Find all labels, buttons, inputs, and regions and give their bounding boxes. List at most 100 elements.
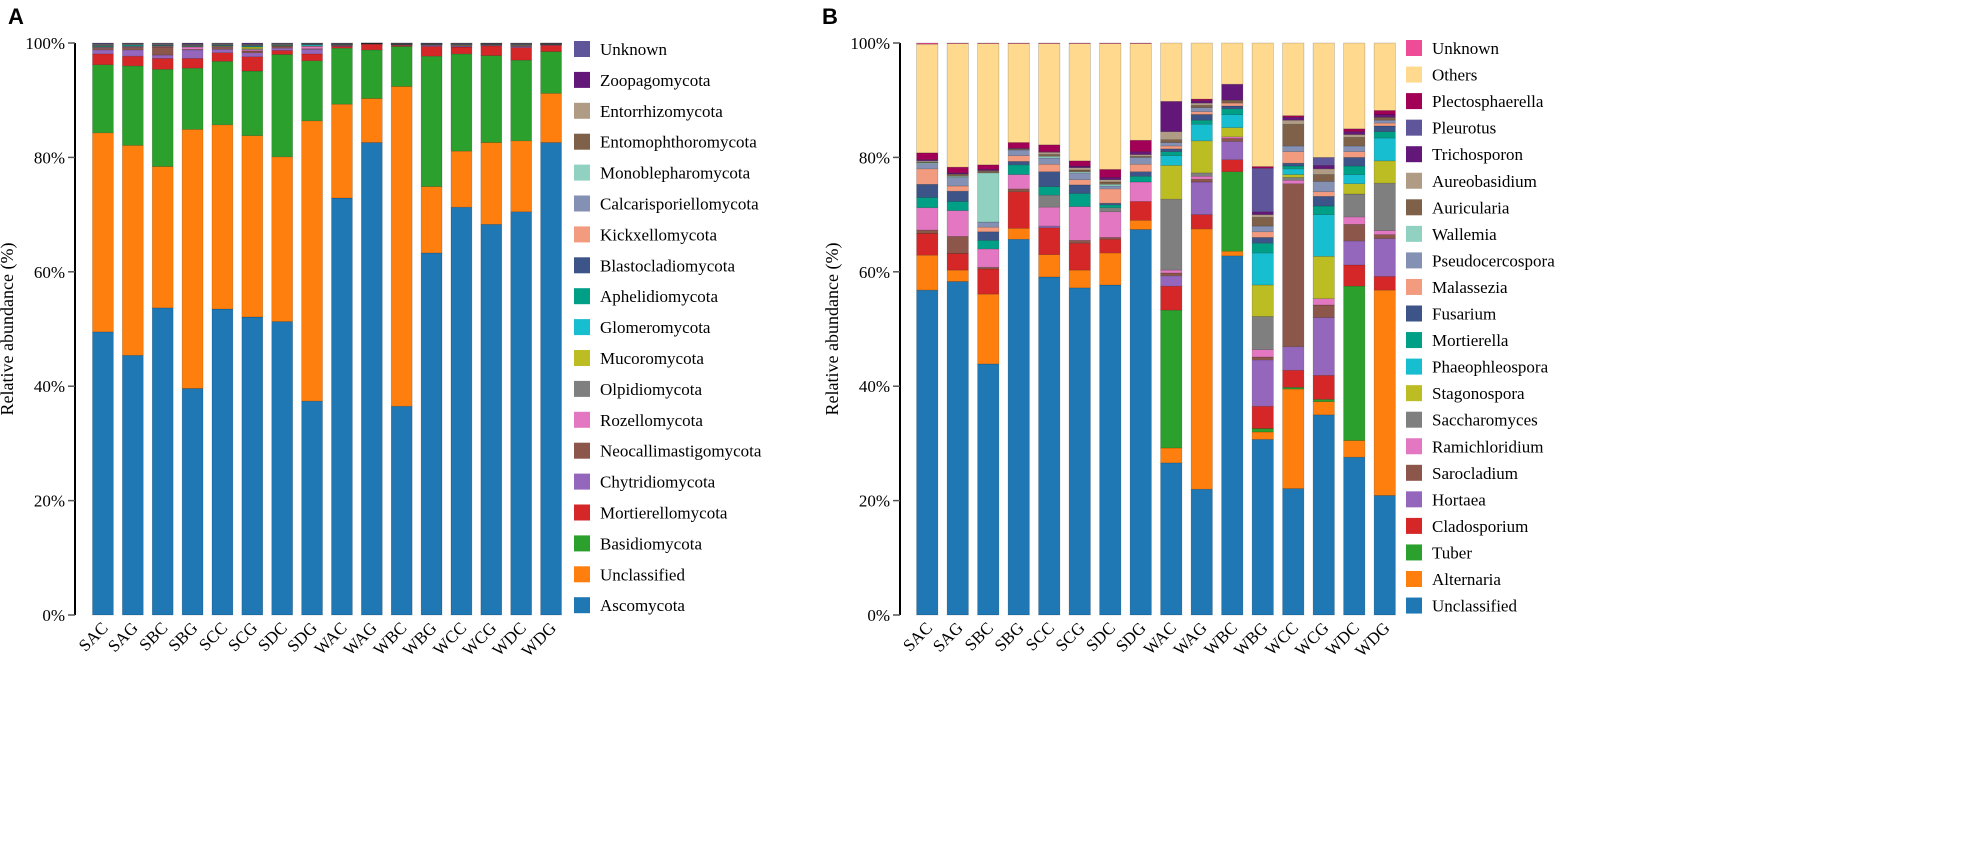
bar-segment-ascomycota bbox=[390, 405, 413, 616]
bar-segment-saccharomyces bbox=[1038, 194, 1061, 208]
bar-segment-others bbox=[1251, 42, 1274, 167]
bar-segment-alternaria bbox=[1343, 440, 1366, 458]
bar-segment-basidiomycota bbox=[480, 55, 503, 143]
legend-label: Monoblepharomycota bbox=[600, 164, 751, 183]
bar-segment-fusarium bbox=[977, 231, 1000, 241]
bar-segment-auricularia bbox=[1251, 217, 1274, 227]
bar-scc bbox=[1038, 42, 1061, 616]
bar-segment-sarocladium bbox=[1160, 272, 1183, 277]
legend-label: Ramichloridium bbox=[1432, 437, 1543, 456]
legend-item: Neocallimastigomycota bbox=[574, 442, 762, 461]
bar-segment-fusarium bbox=[1282, 162, 1305, 167]
bar-segment-plectosphaerella bbox=[1129, 139, 1152, 152]
bar-segment-ascomycota bbox=[420, 252, 443, 616]
bar-segment-pleurotus bbox=[1251, 167, 1274, 213]
bar-segment-rozellomycota bbox=[181, 46, 204, 50]
bar-segment-trichosporon bbox=[1343, 131, 1366, 135]
bar-segment-chytridiomycota bbox=[211, 48, 234, 54]
bar-segment-cladosporium bbox=[1312, 375, 1335, 400]
bar-segment-pseudocercospora bbox=[1068, 172, 1091, 181]
bar-segment-fusarium bbox=[1068, 184, 1091, 194]
bar-segment-trichosporon bbox=[1099, 177, 1122, 181]
bar-segment-mortierellomycota bbox=[420, 46, 443, 57]
bar-segment-unclassified bbox=[450, 150, 473, 208]
bar-segment-mortierellomycota bbox=[241, 56, 264, 72]
bar-sbc bbox=[977, 42, 1000, 616]
bar-segment-trichosporon bbox=[1129, 151, 1152, 155]
bar-segment-malassezia bbox=[977, 226, 1000, 233]
legend-label: Unknown bbox=[1432, 39, 1500, 58]
x-tick-label: SCG bbox=[1052, 618, 1089, 655]
bar-segment-mortierella bbox=[946, 201, 969, 211]
bar-segment-basidiomycota bbox=[390, 46, 413, 87]
y-tick-label: 20% bbox=[859, 492, 890, 511]
bar-scg bbox=[1068, 42, 1091, 616]
bar-segment-ascomycota bbox=[331, 197, 353, 616]
legend-swatch bbox=[1406, 544, 1422, 561]
bar-segment-others bbox=[1038, 43, 1061, 146]
bar-segment-basidiomycota bbox=[211, 61, 234, 126]
legend-swatch bbox=[1406, 517, 1422, 534]
bar-segment-basidiomycota bbox=[510, 59, 532, 142]
bar-wbc bbox=[1221, 42, 1244, 616]
y-tick-label: 60% bbox=[34, 263, 65, 282]
bar-segment-ascomycota bbox=[271, 321, 293, 616]
bar-segment-tuber bbox=[1221, 171, 1244, 252]
y-axis-title: Relative abundance (%) bbox=[0, 243, 18, 416]
bar-segment-basidiomycota bbox=[420, 55, 443, 187]
bar-wbg bbox=[1251, 42, 1274, 616]
legend-swatch bbox=[1406, 146, 1422, 163]
bar-segment-others bbox=[1190, 42, 1213, 100]
bar-segment-mortierellomycota bbox=[510, 47, 532, 61]
bar-segment-alternaria bbox=[1099, 252, 1122, 286]
bar-segment-cladosporium bbox=[1160, 285, 1183, 311]
bar-segment-chytridiomycota bbox=[151, 54, 174, 59]
bar-segment-plectosphaerella bbox=[946, 166, 969, 174]
bar-segment-ramichloridium bbox=[1099, 211, 1122, 238]
bar-segment-ascomycota bbox=[92, 331, 114, 616]
bar-segment-mortierellomycota bbox=[450, 46, 473, 55]
bar-segment-hortaea bbox=[1373, 238, 1396, 277]
bar-segment-unknown bbox=[92, 42, 114, 44]
bar-segment-sarocladium bbox=[916, 229, 939, 234]
bar-segment-alternaria bbox=[916, 254, 939, 291]
bar-segment-alternaria bbox=[1068, 269, 1091, 289]
bar-segment-aureobasidium bbox=[946, 173, 969, 175]
bar-segment-alternaria bbox=[1129, 220, 1152, 230]
bar-segment-unclassified bbox=[1099, 284, 1122, 616]
bar-segment-stagonospora bbox=[1251, 284, 1274, 317]
bar-segment-basidiomycota bbox=[151, 69, 174, 167]
bar-segment-cladosporium bbox=[946, 253, 969, 271]
y-tick-label: 0% bbox=[42, 606, 65, 625]
legend-item: Auricularia bbox=[1406, 198, 1510, 217]
bar-segment-unknown bbox=[1068, 42, 1091, 44]
bar-segment-others bbox=[1282, 42, 1305, 116]
panel-a-chart: 0% 20% 40% 60% 80% 100% Relative abundance (%)… bbox=[0, 34, 762, 661]
bar-segment-mortierella bbox=[1312, 205, 1335, 215]
bar-segment-fusarium bbox=[1343, 157, 1366, 167]
legend-label: Fusarium bbox=[1432, 305, 1496, 324]
bar-segment-unclassified bbox=[1038, 276, 1061, 616]
bar-segment-aureobasidium bbox=[1038, 151, 1061, 155]
bar-segment-others bbox=[977, 43, 1000, 166]
bar-segment-aphelidiomycota bbox=[92, 45, 114, 47]
bar-wdc bbox=[1343, 42, 1366, 616]
bar-segment-unclassified bbox=[916, 289, 939, 616]
bar-segment-saccharomyces bbox=[1282, 177, 1305, 181]
x-tick-label: SCC bbox=[195, 618, 231, 654]
bar-segment-phaeophleospora bbox=[1160, 155, 1183, 166]
bar-segment-auricularia bbox=[1190, 105, 1213, 108]
bar-segment-stagonospora bbox=[1343, 183, 1366, 195]
bar-segment-fusarium bbox=[1129, 171, 1152, 177]
bar-segment-malassezia bbox=[1343, 151, 1366, 158]
bar-segment-others bbox=[1007, 43, 1030, 143]
x-tick-label: SCG bbox=[224, 618, 261, 655]
bar-segment-malassezia bbox=[1312, 191, 1335, 197]
bar-segment-plectosphaerella bbox=[1343, 128, 1366, 132]
bar-segment-phaeophleospora bbox=[1373, 137, 1396, 162]
bar-wag bbox=[361, 42, 383, 616]
x-tick-label: SBG bbox=[165, 618, 202, 655]
x-tick-label: WDG bbox=[1351, 618, 1393, 660]
legend-item: Saccharomyces bbox=[1406, 411, 1538, 430]
bar-wdc bbox=[510, 42, 532, 616]
